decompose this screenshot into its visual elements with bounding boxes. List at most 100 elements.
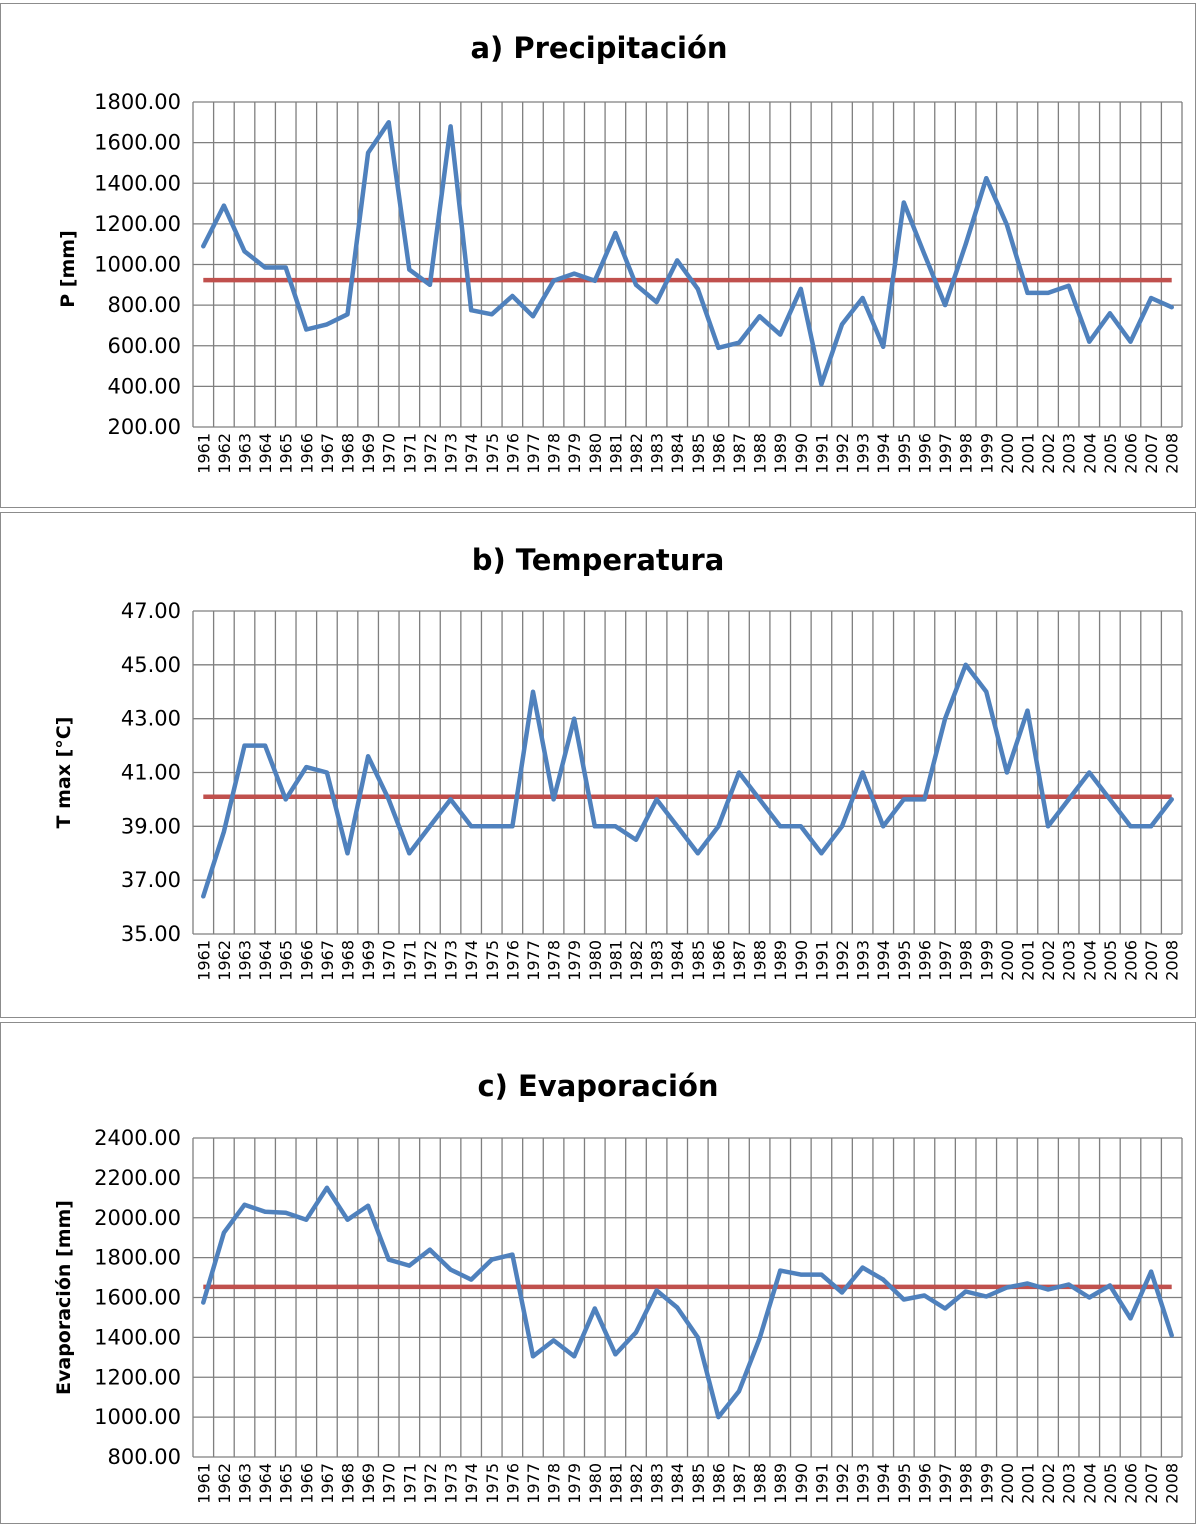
x-tick-label: 1979	[565, 940, 584, 981]
data-point	[201, 1300, 206, 1305]
data-point	[1149, 296, 1154, 301]
data-point	[1025, 290, 1030, 295]
data-point	[201, 894, 206, 899]
x-tick-label: 1992	[833, 940, 852, 981]
y-tick-label: 39.00	[121, 814, 181, 838]
data-point	[283, 265, 288, 270]
x-tick-label: 1999	[977, 940, 996, 981]
data-point	[427, 824, 432, 829]
y-axis-title: Evaporación [mm]	[53, 1200, 75, 1395]
x-tick-label: 1967	[318, 433, 337, 474]
x-tick-label: 1964	[256, 433, 275, 474]
data-point	[304, 1217, 309, 1222]
data-point	[386, 797, 391, 802]
x-tick-label: 2005	[1101, 433, 1120, 474]
data-point	[407, 267, 412, 272]
data-point	[819, 851, 824, 856]
y-tick-label: 1800.00	[94, 90, 181, 114]
x-tick-label: 1963	[236, 433, 255, 474]
x-tick-label: 1967	[318, 940, 337, 981]
y-tick-label: 1400.00	[94, 171, 181, 195]
x-tick-label: 1979	[565, 433, 584, 474]
data-point	[510, 1252, 515, 1257]
x-tick-label: 1997	[936, 940, 955, 981]
x-tick-label: 1997	[936, 1463, 955, 1504]
data-series-line	[201, 120, 1174, 387]
x-tick-label: 2007	[1142, 940, 1161, 981]
data-point	[819, 382, 824, 387]
x-tick-label: 1995	[895, 940, 914, 981]
data-point	[695, 851, 700, 856]
data-point	[654, 797, 659, 802]
data-point	[695, 1335, 700, 1340]
data-point	[613, 1352, 618, 1357]
data-point	[881, 1277, 886, 1282]
x-tick-label: 2008	[1163, 433, 1182, 474]
x-tick-label: 1997	[936, 433, 955, 474]
data-point	[737, 340, 742, 345]
x-tick-label: 1962	[215, 940, 234, 981]
y-tick-label: 2200.00	[94, 1166, 181, 1190]
chart-title: a) Precipitación	[470, 31, 727, 65]
data-point	[757, 797, 762, 802]
x-tick-label: 1968	[339, 1463, 358, 1504]
x-tick-label: 1996	[915, 940, 934, 981]
x-tick-label: 1998	[957, 433, 976, 474]
y-tick-label: 200.00	[108, 415, 181, 439]
x-tick-label: 1985	[689, 940, 708, 981]
x-tick-label: 1973	[442, 940, 461, 981]
data-point	[1107, 797, 1112, 802]
data-point	[221, 203, 226, 208]
y-axis-title: P [mm]	[57, 230, 79, 308]
x-tick-label: 1975	[483, 1463, 502, 1504]
y-tick-label: 1600.00	[94, 1286, 181, 1310]
x-tick-label: 2006	[1121, 1463, 1140, 1504]
x-tick-label: 1980	[586, 940, 605, 981]
data-point	[840, 824, 845, 829]
y-tick-label: 1400.00	[94, 1325, 181, 1349]
x-tick-label: 1962	[215, 1463, 234, 1504]
data-point	[366, 754, 371, 759]
data-point	[407, 851, 412, 856]
x-tick-label: 2004	[1080, 1463, 1099, 1504]
data-point	[386, 120, 391, 125]
data-point	[716, 345, 721, 350]
x-tick-label: 1993	[854, 433, 873, 474]
data-point	[695, 286, 700, 291]
data-point	[943, 303, 948, 308]
x-tick-label: 1987	[730, 940, 749, 981]
data-point	[386, 1257, 391, 1262]
data-point	[469, 308, 474, 313]
data-point	[1087, 339, 1092, 344]
x-tick-label: 2006	[1121, 940, 1140, 981]
x-tick-label: 1990	[792, 940, 811, 981]
data-point	[1149, 824, 1154, 829]
x-tick-label: 1983	[648, 1463, 667, 1504]
x-tick-label: 1993	[854, 940, 873, 981]
data-point	[572, 1354, 577, 1359]
x-tick-label: 2006	[1121, 433, 1140, 474]
data-point	[633, 837, 638, 842]
data-point	[1066, 797, 1071, 802]
data-point	[984, 1294, 989, 1299]
y-tick-label: 1800.00	[94, 1246, 181, 1270]
data-point	[901, 200, 906, 205]
data-point	[675, 824, 680, 829]
data-point	[675, 258, 680, 263]
x-tick-label: 1984	[668, 1463, 687, 1504]
data-point	[963, 1289, 968, 1294]
x-tick-label: 1978	[545, 433, 564, 474]
x-tick-label: 1980	[586, 1463, 605, 1504]
y-tick-label: 47.00	[121, 599, 181, 623]
data-point	[1004, 1285, 1009, 1290]
x-tick-label: 1968	[339, 940, 358, 981]
x-tick-label: 2004	[1080, 940, 1099, 981]
data-point	[324, 322, 329, 327]
x-tick-label: 2000	[998, 433, 1017, 474]
x-tick-label: 1992	[833, 1463, 852, 1504]
data-point	[1128, 339, 1133, 344]
data-point	[242, 743, 247, 748]
data-series-line	[201, 662, 1174, 899]
data-point	[592, 824, 597, 829]
data-point	[943, 1306, 948, 1311]
